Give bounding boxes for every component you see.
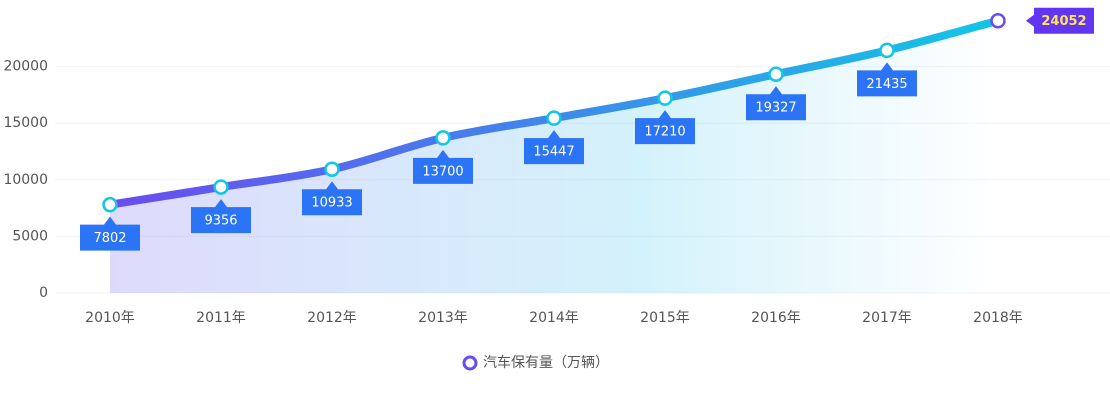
point [657,90,673,106]
x-tick-label: 2012年 [307,310,357,326]
x-tick-label: 2017年 [862,310,912,326]
data-label-box [635,110,695,145]
point [546,110,562,126]
point [102,196,118,213]
data-label: 9356 [204,214,237,229]
data-label: 24052 [1041,14,1086,29]
point [990,12,1006,29]
point [213,179,229,195]
y-tick-label: 5000 [12,228,48,244]
x-tick-label: 2018年 [973,310,1023,326]
legend-label: 汽车保有量（万辆） [483,354,609,371]
data-label-box [413,149,473,184]
x-tick-label: 2016年 [751,310,801,326]
y-tick-label: 15000 [3,115,48,131]
y-tick-label: 20000 [3,59,48,75]
data-label-box [80,216,140,251]
x-tick-label: 2010年 [85,310,135,326]
data-label-box [302,181,362,216]
y-tick-label: 10000 [3,172,48,188]
point [768,66,784,82]
data-label: 15447 [533,145,574,160]
data-label: 10933 [311,196,352,211]
data-label: 17210 [644,125,685,140]
legend: 汽车保有量（万辆） [462,354,609,371]
y-tick-label: 0 [39,285,48,301]
point [879,42,895,59]
x-tick-label: 2014年 [529,310,579,326]
x-tick-label: 2015年 [640,310,690,326]
point [435,130,451,146]
data-label-box [1026,7,1094,34]
data-label-box [857,62,917,97]
data-label: 7802 [93,231,126,246]
data-label: 21435 [866,77,907,92]
legend-marker [462,355,478,371]
x-tick-label: 2011年 [196,310,246,326]
data-label: 13700 [422,164,463,179]
point [324,161,340,177]
data-label-box [524,130,584,165]
data-label: 19327 [755,101,796,116]
data-label-box [746,86,806,121]
x-tick-label: 2013年 [418,310,468,326]
data-label-box [191,199,251,234]
